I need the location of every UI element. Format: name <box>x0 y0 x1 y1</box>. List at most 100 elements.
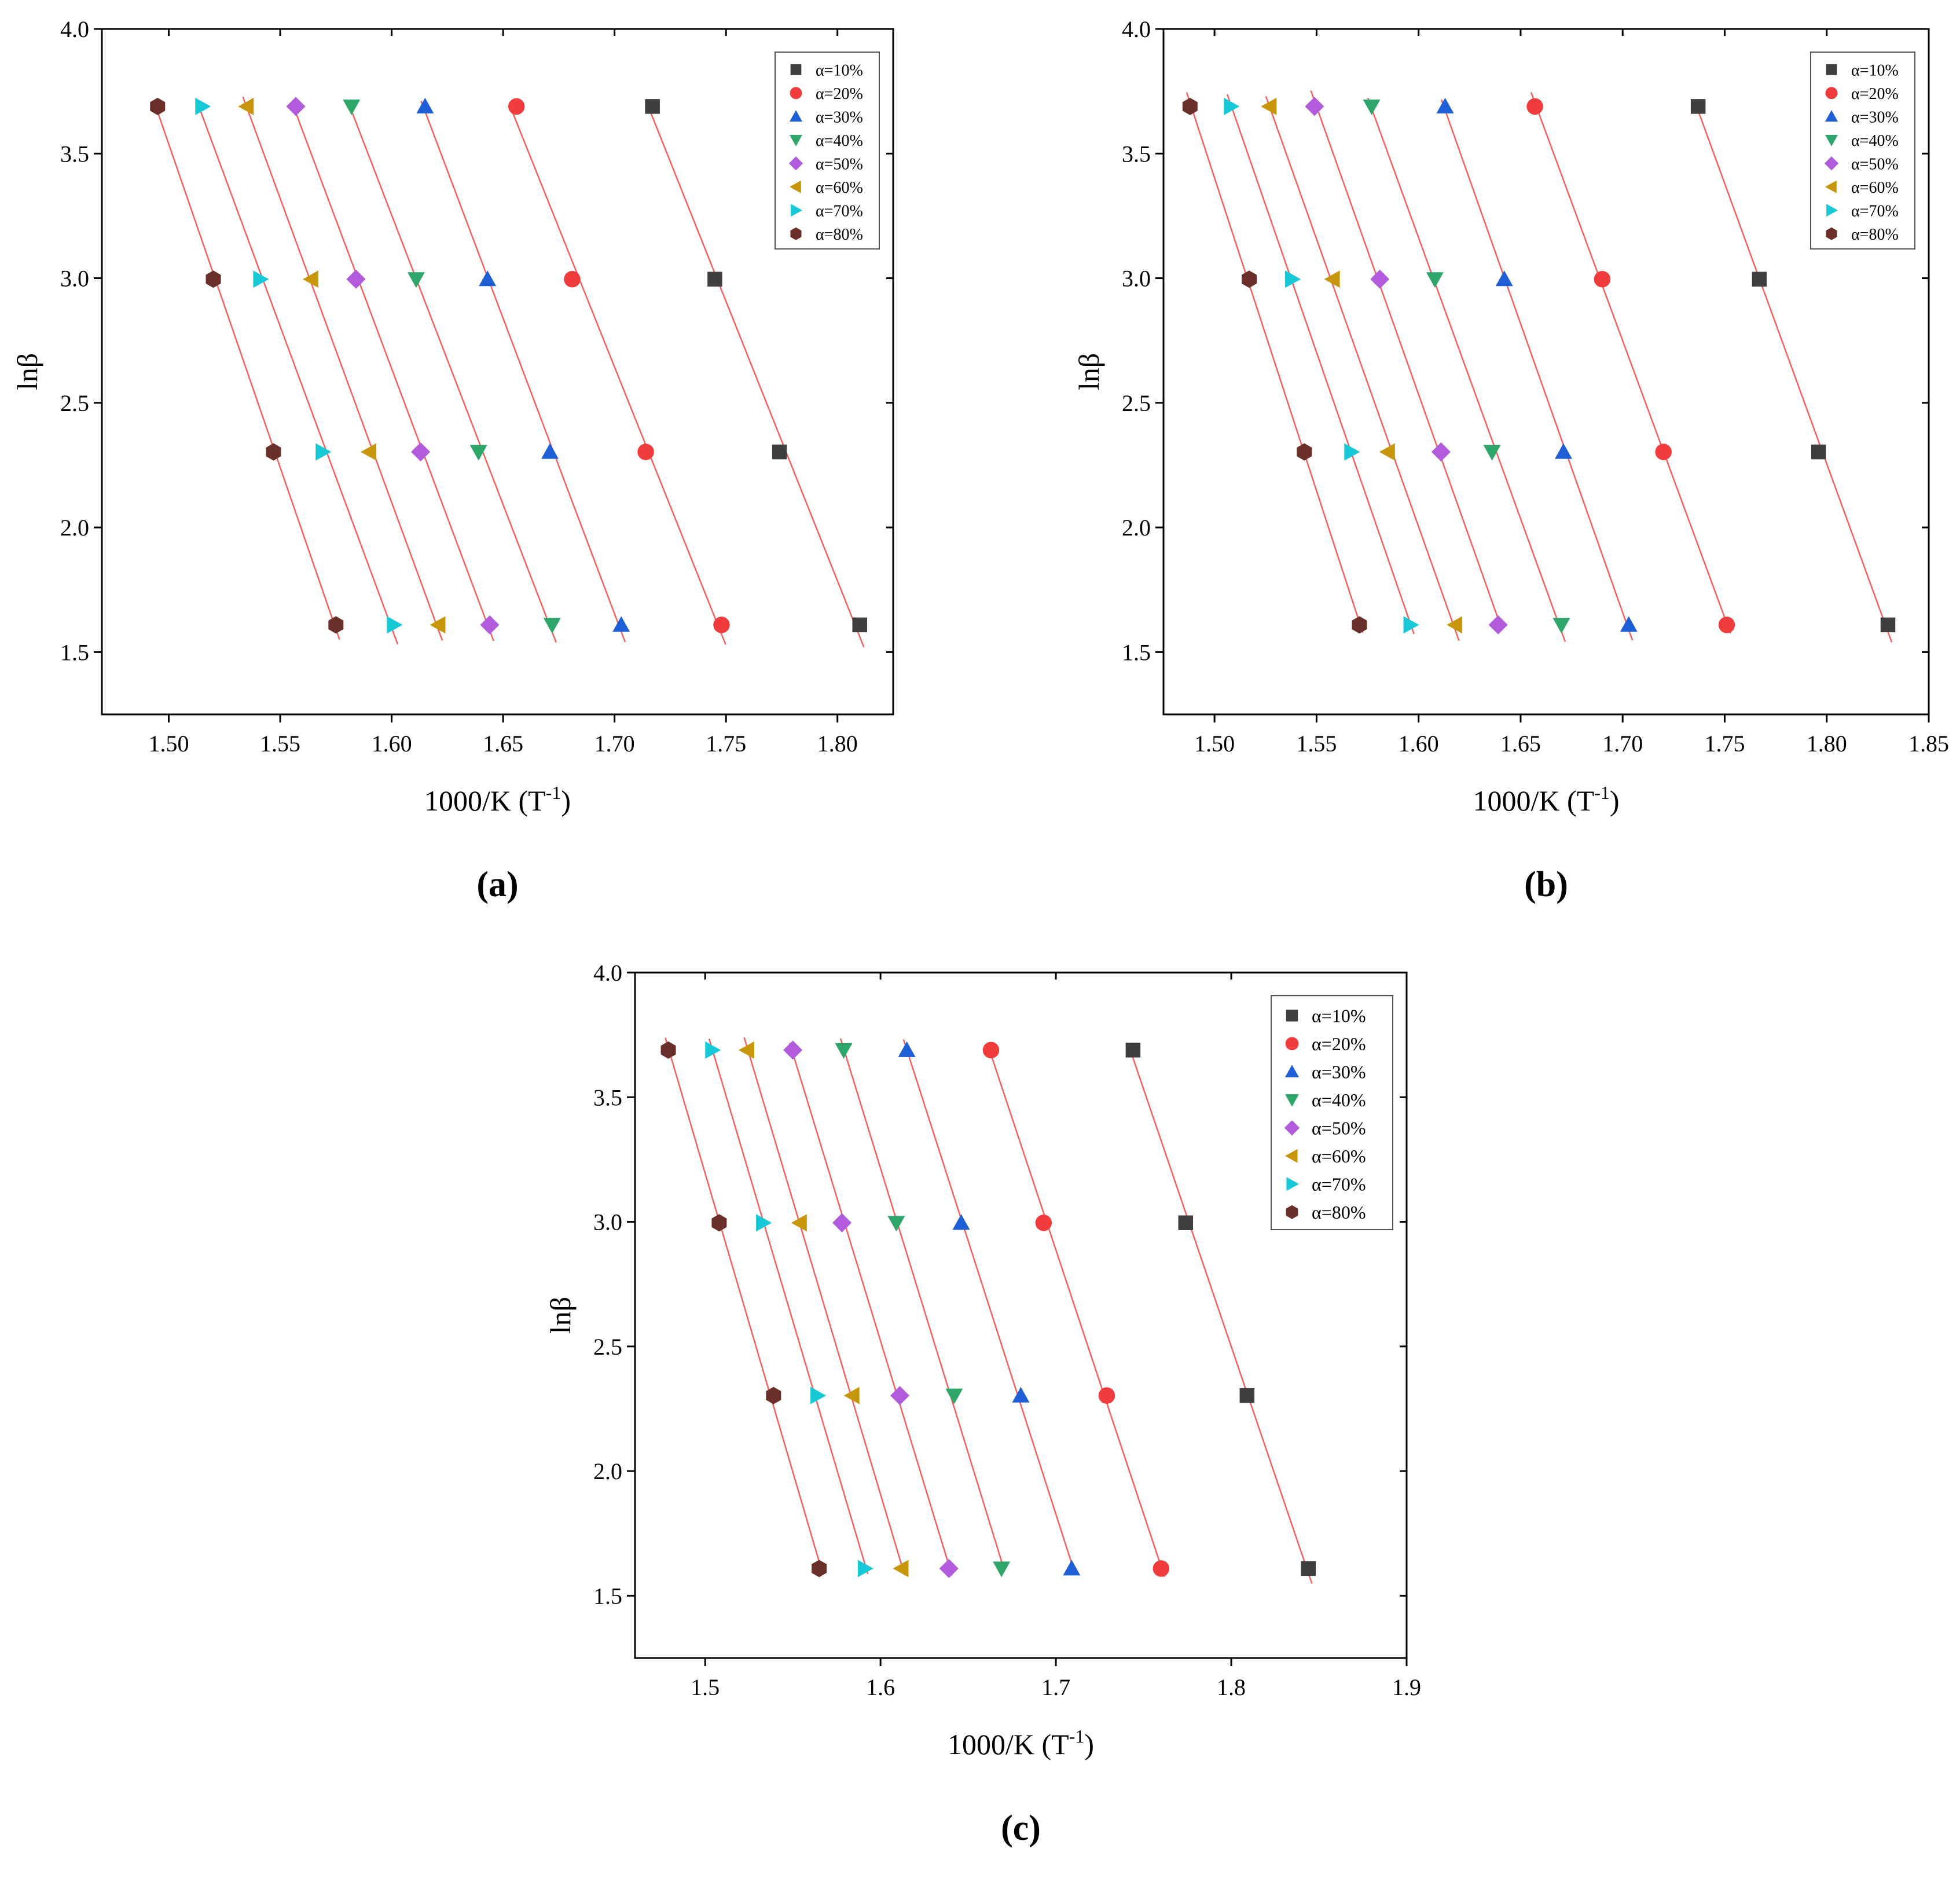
data-point <box>1261 97 1277 115</box>
data-point <box>1098 1387 1115 1404</box>
legend-label: α=70% <box>1312 1173 1366 1194</box>
fit-line-30 <box>902 1039 1076 1574</box>
fit-line-20 <box>511 111 726 645</box>
legend-label: α=60% <box>1851 179 1899 197</box>
x-tick-label: 1.80 <box>1807 731 1847 757</box>
data-point <box>707 272 722 287</box>
y-tick-label: 2.5 <box>1122 390 1151 416</box>
x-axis-label: 1000/K (T-1) <box>424 782 571 817</box>
data-point <box>315 443 332 461</box>
legend-marker <box>1824 156 1839 171</box>
data-point <box>835 1043 853 1059</box>
y-tick-label: 2.0 <box>60 515 89 541</box>
data-point <box>1554 443 1572 459</box>
data-point <box>812 1560 827 1578</box>
x-tick-label: 1.70 <box>594 731 635 757</box>
data-point <box>541 443 559 459</box>
fit-line-60 <box>1265 96 1460 641</box>
legend-marker <box>1284 1120 1300 1136</box>
legend-marker <box>1826 227 1837 240</box>
data-point <box>1552 618 1570 634</box>
legend-marker <box>790 110 802 122</box>
plot-frame <box>634 971 1408 1659</box>
data-point <box>1344 443 1360 461</box>
plot-frame <box>101 28 894 716</box>
data-point <box>645 99 660 114</box>
legend-marker <box>1826 204 1838 217</box>
x-tick-label: 1.7 <box>1041 1674 1070 1700</box>
data-point <box>302 270 318 288</box>
legend-marker <box>1286 1010 1298 1022</box>
data-point <box>1301 1561 1316 1576</box>
data-point <box>1690 99 1706 114</box>
data-point <box>738 1041 754 1059</box>
y-axis-label: lnβ <box>11 353 43 390</box>
x-tick-label: 1.50 <box>149 731 189 757</box>
data-point <box>887 1216 905 1232</box>
data-point <box>810 1387 827 1404</box>
x-tick-label: 1.85 <box>1908 731 1949 757</box>
legend: α=10% α=20% α=30% α=40% α=50% α=60% α=70% α=80% <box>1271 995 1393 1230</box>
data-point <box>1239 1388 1255 1403</box>
data-point <box>407 272 425 288</box>
data-point <box>1352 616 1367 634</box>
data-point <box>982 1041 1000 1059</box>
x-tick-label: 1.8 <box>1217 1674 1246 1700</box>
data-point <box>1495 270 1513 287</box>
panel-label: (c) <box>1001 1809 1041 1848</box>
fit-line-40 <box>347 100 557 643</box>
legend-label: α=70% <box>816 202 863 220</box>
data-point <box>713 617 730 633</box>
y-tick-label: 2.0 <box>1122 515 1151 541</box>
data-point <box>893 1560 909 1578</box>
data-point <box>1379 443 1395 461</box>
data-point <box>1752 272 1767 287</box>
data-point <box>411 442 431 462</box>
data-point <box>791 1214 807 1232</box>
legend: α=10% α=20% α=30% α=40% α=50% α=60% α=70% α=80% <box>1810 52 1915 250</box>
fit-line-50 <box>291 102 494 641</box>
legend-label: α=20% <box>816 85 863 103</box>
data-point <box>1363 99 1381 115</box>
x-tick-label: 1.65 <box>483 731 523 757</box>
x-tick-label: 1.9 <box>1392 1674 1421 1700</box>
data-point <box>898 1041 916 1057</box>
data-point <box>343 99 361 115</box>
data-point <box>832 1213 851 1233</box>
data-point <box>361 443 377 461</box>
data-point <box>1152 1560 1170 1577</box>
fit-line-40 <box>839 1038 1005 1572</box>
fit-line-50 <box>1310 90 1503 630</box>
data-point <box>1125 1043 1141 1058</box>
x-tick-label: 1.75 <box>1704 731 1745 757</box>
fit-line-60 <box>242 96 443 641</box>
legend-marker <box>1826 64 1837 75</box>
legend-label: α=60% <box>1312 1146 1366 1167</box>
data-point <box>1324 270 1340 288</box>
y-tick-label: 3.0 <box>1122 266 1151 292</box>
legend-marker <box>1285 1065 1299 1077</box>
data-point <box>1403 616 1419 634</box>
fit-line-70 <box>1226 94 1415 634</box>
data-point <box>286 97 306 116</box>
data-point <box>1297 443 1312 461</box>
legend-box <box>1810 52 1915 250</box>
legend-box <box>1271 995 1393 1230</box>
data-point <box>479 270 497 287</box>
legend-box <box>775 52 880 250</box>
data-point <box>1718 617 1735 633</box>
legend-marker <box>1285 1094 1299 1107</box>
legend-marker <box>791 204 802 217</box>
x-tick-label: 1.60 <box>1399 731 1439 757</box>
x-axis-label: 1000/K (T-1) <box>948 1726 1094 1760</box>
data-point <box>1447 616 1463 634</box>
fit-line-60 <box>743 1037 906 1576</box>
y-axis-label: lnβ <box>544 1297 577 1334</box>
data-point <box>205 270 221 288</box>
legend-label: α=70% <box>1851 202 1899 220</box>
legend-marker <box>790 134 802 146</box>
x-tick-label: 1.60 <box>372 731 412 757</box>
data-point <box>705 1041 721 1059</box>
data-point <box>1035 1215 1052 1231</box>
